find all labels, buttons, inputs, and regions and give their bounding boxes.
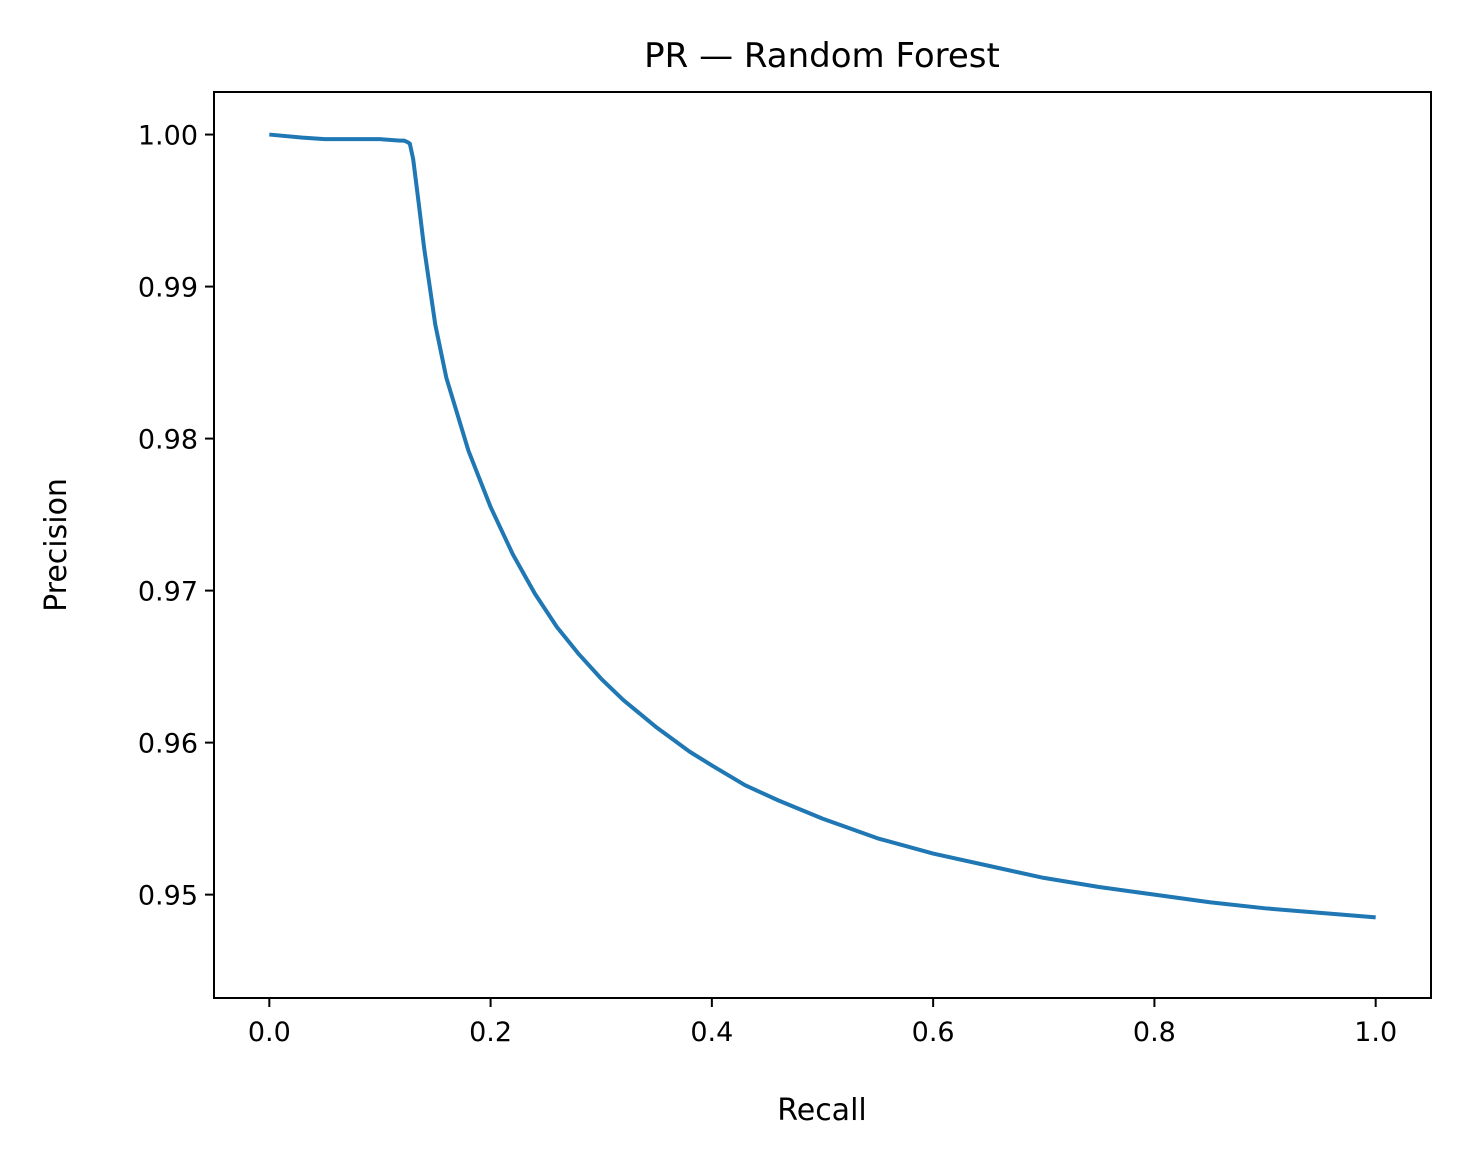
plot-area bbox=[269, 132, 1376, 920]
x-tick-label: 0.8 bbox=[1133, 1017, 1176, 1048]
chart-title: PR — Random Forest bbox=[644, 36, 1000, 76]
x-tick-label: 0.4 bbox=[690, 1017, 733, 1048]
pr-curve-line bbox=[269, 132, 1376, 920]
y-tick-label: 0.97 bbox=[138, 577, 198, 608]
x-axis: 0.0 0.2 0.4 0.6 0.8 1.0 bbox=[248, 998, 1397, 1048]
y-tick-label: 0.95 bbox=[138, 881, 198, 912]
y-tick-label: 1.00 bbox=[138, 121, 198, 152]
y-tick-label: 0.99 bbox=[138, 273, 198, 304]
y-axis: 0.95 0.96 0.97 0.98 0.99 1.00 bbox=[138, 121, 214, 912]
x-axis-label: Recall bbox=[777, 1093, 867, 1128]
y-axis-label: Precision bbox=[39, 478, 74, 612]
x-tick-label: 0.0 bbox=[248, 1017, 291, 1048]
plot-frame bbox=[213, 91, 1432, 999]
x-tick-label: 0.6 bbox=[912, 1017, 955, 1048]
y-tick-label: 0.96 bbox=[138, 729, 198, 760]
x-tick-label: 0.2 bbox=[469, 1017, 512, 1048]
y-tick-label: 0.98 bbox=[138, 425, 198, 456]
x-tick-label: 1.0 bbox=[1354, 1017, 1397, 1048]
